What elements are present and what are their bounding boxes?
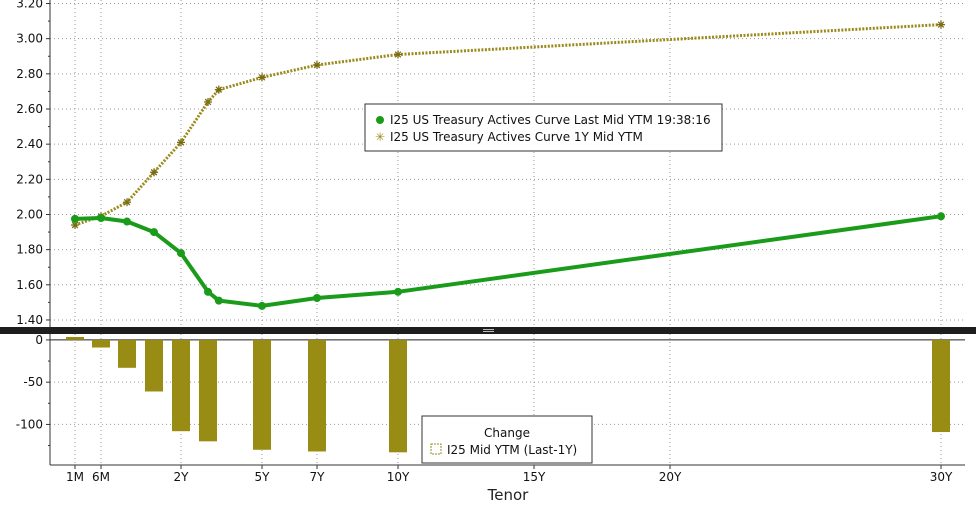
star-stroke (71, 221, 79, 229)
y-tick-label: 0 (35, 333, 43, 347)
star-stroke (313, 61, 321, 69)
change-bar (172, 339, 190, 432)
point-last (394, 287, 402, 296)
star-stroke (123, 198, 131, 206)
change-bar (145, 339, 163, 392)
point-last (204, 287, 212, 296)
point-last (97, 214, 105, 222)
legend-star-icon: ✳ (375, 130, 385, 144)
change-bar (308, 339, 326, 452)
x-tick-label: 10Y (387, 470, 410, 484)
change-bar (118, 339, 136, 368)
point-1y (123, 198, 131, 207)
change-bar (199, 339, 217, 442)
x-tick-label: 30Y (930, 470, 953, 484)
star-stroke (150, 169, 158, 176)
point-last (313, 293, 321, 302)
y-tick-label: 1.60 (16, 278, 43, 292)
bottom-legend-box (421, 415, 593, 464)
point-last (71, 214, 79, 223)
divider-bar[interactable] (0, 327, 976, 334)
x-axis-title: Tenor (487, 486, 530, 504)
y-tick-label: -100 (16, 417, 43, 431)
panel-divider[interactable] (0, 327, 976, 334)
x-tick-label: 5Y (255, 470, 271, 484)
top-legend-box (364, 103, 723, 152)
x-tick-label: 1M (66, 470, 84, 484)
point-1y (258, 73, 266, 82)
y-tick-label: 3.20 (16, 0, 43, 11)
y-tick-label: 3.00 (16, 32, 43, 46)
star-stroke (215, 86, 223, 93)
x-tick-label: 2Y (174, 470, 190, 484)
star-stroke (394, 51, 402, 58)
star-stroke (937, 21, 945, 28)
point-1y (394, 50, 402, 59)
change-bar (389, 339, 407, 453)
change-bar (253, 339, 271, 450)
y-tick-label: 1.80 (16, 243, 43, 257)
x-tick-label: 6M (92, 470, 110, 484)
point-1y (214, 85, 223, 94)
y-tick-label: -50 (23, 375, 43, 389)
y-tick-label: 2.20 (16, 172, 43, 186)
y-tick-label: 2.80 (16, 67, 43, 81)
star-stroke (204, 98, 212, 106)
change-bar (932, 339, 950, 433)
change-bar (92, 339, 110, 348)
bottom-legend: Change I25 Mid YTM (Last-1Y) (421, 415, 593, 464)
point-1y (937, 20, 945, 29)
x-tick-label: 15Y (523, 470, 546, 484)
bottom-panel-y-axis: 0 -50 -100 (16, 333, 51, 465)
legend-bar-swatch-icon (430, 443, 442, 455)
y-tick-label: 2.00 (16, 207, 43, 221)
x-axis: 1M 6M 2Y 5Y 7Y 10Y 15Y 20Y 30Y (50, 464, 965, 484)
point-last (937, 212, 945, 221)
change-bars (66, 336, 950, 453)
change-bar (66, 336, 84, 340)
x-tick-label: 20Y (659, 470, 682, 484)
y-tick-label: 2.40 (16, 137, 43, 151)
point-last (258, 301, 266, 310)
point-1y (150, 168, 158, 177)
point-last (123, 217, 131, 226)
point-last (150, 228, 158, 237)
star-stroke (177, 139, 185, 146)
point-last (214, 296, 223, 305)
y-tick-label: 2.60 (16, 102, 43, 116)
yield-lines (71, 20, 945, 310)
point-1y (313, 61, 321, 70)
y-tick-label: 1.40 (16, 313, 43, 327)
bottom-legend-entry: I25 Mid YTM (Last-1Y) (447, 443, 577, 457)
legend-dot-icon (376, 116, 384, 124)
x-tick-label: 7Y (310, 470, 326, 484)
legend-entry-last: I25 US Treasury Actives Curve Last Mid Y… (390, 113, 711, 127)
point-1y (177, 138, 185, 147)
top-panel-y-axis: 1.40 1.60 1.80 2.00 2.20 2.40 2.60 2.80 3.00 3.20 (16, 0, 51, 327)
point-last (177, 249, 185, 258)
star-stroke (258, 74, 266, 81)
point-1y (204, 97, 212, 106)
legend-entry-1y: I25 US Treasury Actives Curve 1Y Mid YTM (390, 130, 643, 144)
top-legend: I25 US Treasury Actives Curve Last Mid Y… (364, 103, 723, 152)
bottom-legend-title: Change (484, 426, 530, 440)
